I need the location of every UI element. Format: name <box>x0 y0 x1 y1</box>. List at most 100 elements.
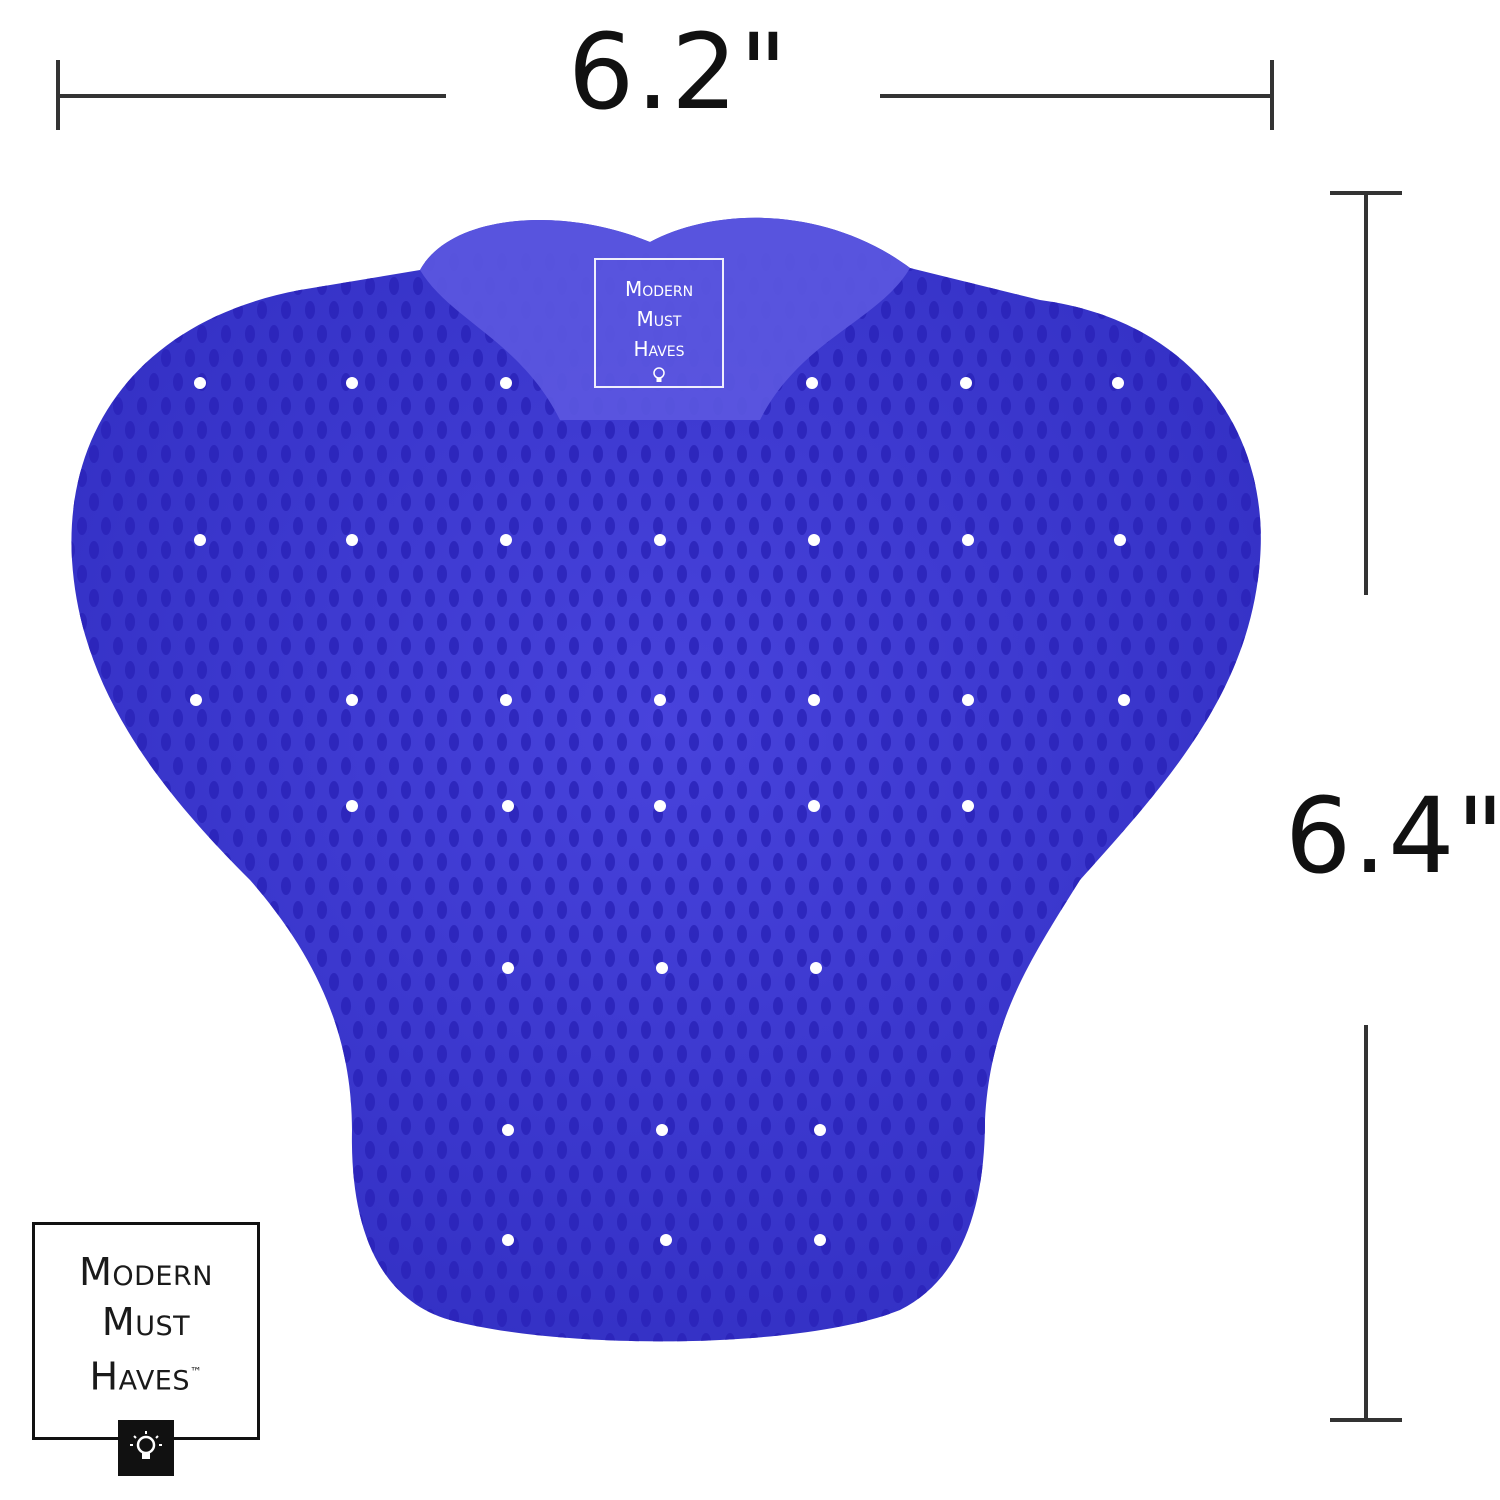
mat-spike <box>425 589 435 607</box>
mat-spike <box>1037 997 1047 1015</box>
mat-spike <box>665 733 675 751</box>
mat-spike <box>1217 1117 1227 1135</box>
mat-spike <box>113 493 123 511</box>
mat-spike <box>1157 997 1167 1015</box>
mat-spike <box>473 445 483 463</box>
mat-spike <box>725 661 735 679</box>
mat-spike <box>305 1261 315 1279</box>
mat-spike <box>881 685 891 703</box>
mat-spike <box>1085 1045 1095 1063</box>
mat-spike <box>77 997 87 1015</box>
mat-spike <box>71 637 75 655</box>
mat-spike <box>425 877 435 895</box>
mat-spike <box>305 445 315 463</box>
mat-spike <box>209 589 219 607</box>
mat-spike <box>293 325 303 343</box>
mat-spike <box>71 925 75 943</box>
mat-spike <box>725 853 735 871</box>
mat-spike <box>317 1285 327 1303</box>
mat-spike <box>785 733 795 751</box>
mat-spike <box>401 973 411 991</box>
mat-spike <box>437 613 447 631</box>
mat-spike <box>1145 1165 1155 1183</box>
mat-spike <box>161 589 171 607</box>
mat-spike <box>713 781 723 799</box>
mat-spike <box>461 805 471 823</box>
mat-spike <box>977 301 987 319</box>
mat-spike <box>1097 973 1107 991</box>
mat-spike <box>1001 781 1011 799</box>
mat-spike <box>257 445 267 463</box>
mat-spike <box>149 469 159 487</box>
mat-spike <box>89 781 99 799</box>
mat-spike <box>341 613 351 631</box>
mat-spike <box>581 565 591 583</box>
mat-spike <box>1241 1261 1251 1279</box>
mat-spike <box>557 469 567 487</box>
mat-spike <box>1229 1189 1239 1207</box>
mat-spike <box>773 1237 783 1255</box>
mat-spike <box>497 589 507 607</box>
mat-spike <box>593 541 603 559</box>
mat-spike <box>785 637 795 655</box>
mat-spike <box>797 805 807 823</box>
mat-spike <box>425 781 435 799</box>
mat-spike <box>437 373 447 391</box>
mat-spike <box>857 685 867 703</box>
mat-spike <box>89 829 99 847</box>
mat-spike <box>101 709 111 727</box>
mat-spike <box>581 1189 591 1207</box>
mat-spike <box>245 373 255 391</box>
mat-spike <box>533 1285 543 1303</box>
mat-spike <box>401 445 411 463</box>
mat-spike <box>1217 1309 1227 1327</box>
mat-spike <box>1085 373 1095 391</box>
mat-spike <box>641 685 651 703</box>
mat-spike <box>1097 397 1107 415</box>
mat-spike <box>857 445 867 463</box>
mat-spike <box>701 421 711 439</box>
mat-spike <box>545 1213 555 1231</box>
mat-spike <box>1097 733 1107 751</box>
mat-spike <box>1049 685 1059 703</box>
mat-spike <box>101 949 111 967</box>
mat-spike <box>785 1117 795 1135</box>
mat-spike <box>653 565 663 583</box>
mat-spike <box>437 1237 447 1255</box>
mat-spike <box>1109 949 1119 967</box>
mat-spike <box>317 1141 327 1159</box>
mat-spike <box>305 829 315 847</box>
mat-spike <box>89 349 99 367</box>
mat-spike <box>1157 853 1167 871</box>
mat-spike <box>1229 469 1239 487</box>
mat-spike <box>725 805 735 823</box>
mat-spike <box>1025 1117 1035 1135</box>
mat-spike <box>149 949 159 967</box>
mat-spike <box>821 757 831 775</box>
mat-spike <box>71 397 75 415</box>
mat-spike <box>1121 1165 1131 1183</box>
mat-spike <box>113 1069 123 1087</box>
mat-spike <box>389 805 399 823</box>
mat-spike <box>953 781 963 799</box>
mat-spike <box>881 1261 891 1279</box>
mat-spike <box>785 973 795 991</box>
mat-spike <box>1061 613 1071 631</box>
mat-spike <box>1085 277 1095 295</box>
mat-spike <box>1025 541 1035 559</box>
mat-spike <box>77 1045 87 1063</box>
mat-spike <box>857 1213 867 1231</box>
mat-spike <box>1109 1141 1119 1159</box>
mat-spike <box>701 1333 711 1342</box>
mat-spike <box>1037 421 1047 439</box>
mat-spike <box>701 949 711 967</box>
mat-spike <box>977 1261 987 1279</box>
mat-spike <box>137 1117 147 1135</box>
mat-spike <box>977 349 987 367</box>
mat-spike <box>485 517 495 535</box>
mat-spike <box>185 877 195 895</box>
mat-spike <box>1097 589 1107 607</box>
mat-spike <box>245 805 255 823</box>
drain-hole <box>654 800 666 812</box>
mat-spike <box>413 325 423 343</box>
